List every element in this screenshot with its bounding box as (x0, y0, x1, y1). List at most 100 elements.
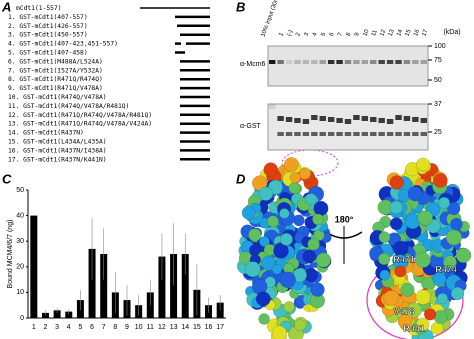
band (285, 117, 293, 122)
lane-label: 16 (413, 28, 421, 37)
atom (289, 172, 301, 184)
atom (298, 168, 311, 180)
band (353, 132, 360, 136)
construct-label: 5. GST-mCdt1(407-458) (8, 50, 88, 57)
atom (415, 252, 431, 268)
construct-label: 17. GST-mCdt1(R437N/K441N) (8, 156, 107, 163)
lane-label: 10 (363, 28, 371, 37)
atom (455, 247, 472, 263)
x-tick-label: 11 (147, 324, 154, 331)
y-tick-label: 20 (16, 264, 24, 271)
band (294, 132, 301, 136)
atom (258, 313, 270, 325)
atom (446, 229, 462, 246)
atom (443, 255, 457, 270)
marker-label: 75 (434, 57, 442, 64)
x-tick-label: 2 (44, 324, 48, 331)
band (311, 132, 318, 136)
atom (447, 201, 461, 216)
lane-label: 15 (405, 28, 413, 37)
lane-label: 9 (354, 31, 361, 37)
band (344, 60, 352, 64)
atom (302, 249, 317, 264)
atom (450, 286, 465, 301)
atom (279, 208, 290, 219)
band (327, 132, 335, 136)
y-tick-label: 50 (16, 187, 24, 194)
band (302, 119, 310, 124)
band (277, 60, 284, 64)
band (285, 132, 293, 136)
lane-label: 5 (320, 31, 327, 37)
atom (273, 243, 289, 259)
x-tick-label: 15 (193, 324, 201, 331)
construct-label: mCdt1(1-557) (16, 5, 62, 12)
atom (378, 231, 391, 244)
atom (389, 217, 403, 231)
construct-label: 15. GST-mCdt1(L434A/L435A) (8, 139, 107, 146)
band (412, 132, 419, 136)
band (336, 60, 343, 64)
band (412, 60, 419, 64)
lane-label: 17 (422, 28, 430, 37)
blot (267, 45, 429, 87)
atom (379, 269, 391, 281)
lane-label: 13 (388, 28, 396, 37)
atom (415, 289, 431, 305)
atom (310, 282, 325, 297)
marker-label: 100 (434, 43, 446, 50)
atom (283, 301, 295, 313)
band (395, 132, 402, 136)
x-tick-label: 7 (102, 324, 106, 331)
residue-label: R481 (403, 323, 425, 333)
band (420, 132, 427, 136)
atom (438, 196, 450, 209)
atom (267, 215, 279, 228)
atom (261, 255, 276, 271)
x-tick-label: 14 (181, 324, 189, 331)
atom (258, 186, 273, 201)
residue-label: R474 (435, 264, 457, 274)
atom (416, 317, 430, 332)
band (327, 60, 335, 64)
construct-label: 11. GST-mCdt1(R474Q/V478A/R481Q) (8, 103, 129, 110)
band (269, 60, 276, 64)
residue-label: R471 (393, 254, 415, 264)
panel-letter: B (236, 0, 245, 14)
bar (88, 248, 96, 318)
panel-letter: D (236, 171, 246, 186)
bar (65, 311, 73, 318)
band (311, 60, 318, 64)
band (336, 118, 343, 123)
band (403, 116, 411, 121)
lane-label: 11 (371, 29, 379, 38)
atom (433, 310, 448, 324)
construct-label: 4. GST-mCdt1(407-423,451-557) (8, 41, 118, 48)
band (403, 132, 411, 136)
atom (280, 232, 293, 246)
lane-label: 12 (379, 28, 387, 37)
atom (305, 193, 317, 205)
atom (271, 325, 287, 339)
atom (248, 228, 262, 242)
atom (394, 265, 407, 278)
molecule-group (237, 157, 472, 339)
x-tick-label: 6 (90, 324, 94, 331)
construct-label: 7. GST-mCdt1(I527A/Y532A) (8, 67, 103, 74)
panel-letter: A (1, 0, 11, 14)
x-tick-label: 1 (32, 324, 36, 331)
atom (417, 210, 433, 226)
construct-label: 8. GST-mCdt1(R471Q/R474Q) (8, 76, 103, 83)
construct-label: 6. GST-mCdt1(M488A/L524A) (8, 58, 103, 65)
band (294, 60, 301, 64)
band (336, 132, 343, 136)
construct-label: 16. GST-mCdt1(R437N/I438A) (8, 147, 107, 154)
construct-label: 10. GST-mCdt1(R474Q/V478A) (8, 94, 107, 101)
atom (316, 252, 331, 268)
construct-label: 2. GST-mCdt1(426-557) (8, 23, 88, 30)
band (395, 115, 402, 120)
marker-label: 25 (434, 129, 442, 136)
atom (389, 200, 403, 214)
unit-label: (kDa) (443, 29, 460, 36)
